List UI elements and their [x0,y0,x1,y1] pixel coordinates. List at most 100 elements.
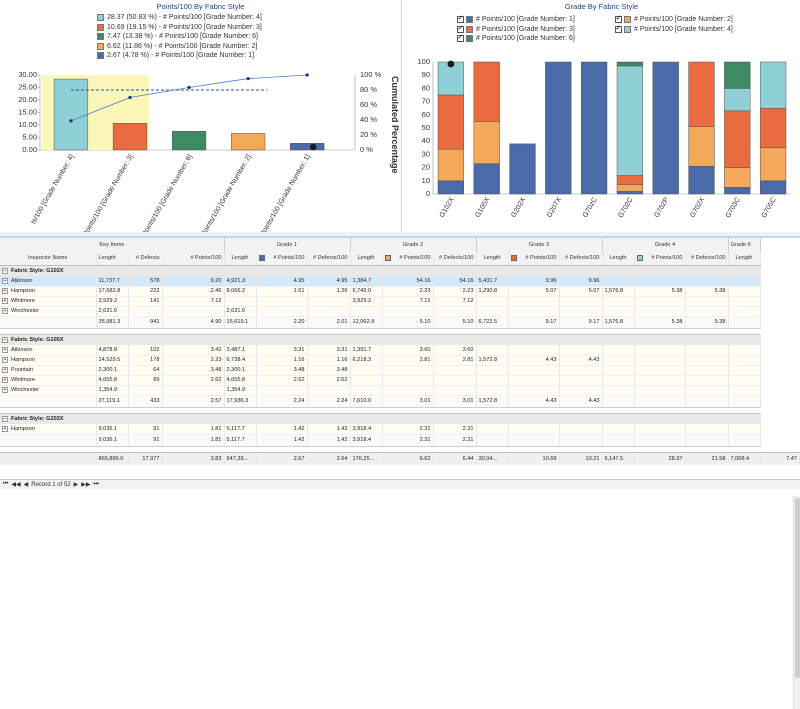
group-header-row[interactable]: − Fabric Style: G202X [0,412,800,424]
cumulative-point [246,76,250,81]
collapse-icon[interactable]: − [2,267,8,274]
summary-cell: 5.10 [382,315,434,329]
legend-label: 28.37 (50.83 %) - # Points/100 [Grade Nu… [107,14,262,22]
expand-icon[interactable]: + [2,277,8,284]
cell: 1,384.7 [350,276,383,287]
cell: 4,878.8 [96,345,129,356]
cell [685,365,729,376]
x-tick-label: G702X [689,196,706,219]
stacked-legend-item[interactable]: # Points/100 [Grade Number: 1] [457,14,615,25]
cell [685,296,729,307]
group-header-row[interactable]: − Fabric Style: G105X [0,333,800,345]
stacked-legend-item[interactable]: # Points/100 [Grade Number: 2] [615,14,765,25]
col-grade-defects[interactable]: # Defects/100 [685,252,729,266]
col-grade-length[interactable]: Length [476,252,509,266]
legend-label: # Points/100 [Grade Number: 3] [476,25,575,33]
table-row[interactable]: + Whitmore 4,055.8 89 2.62 4,055.8 2.62 2.62 [0,375,800,386]
next-record-icon[interactable]: ▶ [73,482,79,488]
cell [602,345,635,356]
table-row[interactable]: + Atkinson 11,737.7 578 9.20 4,921.3 4.95 4.95 1… [0,276,800,287]
cell: 17,682.8 [96,286,129,297]
total-cell: 647,39... [224,451,257,465]
first-record-icon[interactable]: ⏮ [3,481,9,487]
next-page-icon[interactable]: ▶▶ [81,482,91,488]
stacked-chart-panel: Grade By Fabric Style # Points/100 [Grad… [403,0,800,232]
cell [508,296,560,307]
prev-record-icon[interactable]: ◀ [23,482,29,488]
group-header[interactable]: − Fabric Style: G202X [0,412,761,424]
collapse-icon[interactable]: − [2,336,8,343]
total-cell: 28.37 [634,451,686,465]
col-grade-points[interactable]: # Points/100 [634,252,686,266]
splitter[interactable] [0,232,800,236]
expand-icon[interactable]: + [2,308,8,314]
col-points[interactable]: # Points/100 [162,252,225,266]
cell: 3.42 [162,345,225,356]
col-grade-defects[interactable]: # Defects/100 [559,252,603,266]
cell [685,276,729,287]
col-grade-length[interactable]: Length [224,252,257,266]
table-row[interactable]: + Winchester 1,354.9 1,354.9 [0,385,800,396]
stacked-legend-item[interactable]: # Points/100 [Grade Number: 4] [615,24,765,35]
col-defects[interactable]: # Defects [128,252,163,266]
band-grade-4: Grade 4 [602,238,729,252]
expand-icon[interactable]: + [2,367,8,373]
x-tick-label: G102X [439,196,456,219]
inspector-name: Atkinson [11,277,33,284]
col-grade-defects[interactable]: # Defects/100 [433,252,477,266]
legend-checkbox[interactable] [457,24,464,33]
legend-checkbox[interactable] [615,14,622,24]
col-grade-length[interactable]: Length [602,252,635,266]
col-grade-points[interactable]: # Points/100 [256,252,308,266]
expand-icon[interactable]: + [2,288,8,294]
expand-icon[interactable]: + [2,346,8,353]
table-row[interactable]: + Whitmore 3,929.2 141 7.12 3,929.2 7.12 7.12 [0,296,800,307]
legend-checkbox[interactable] [457,33,464,43]
inspector-name: Hampson [11,425,35,432]
col-grade-length[interactable]: Length [728,252,761,266]
col-grade-defects[interactable]: # Defects/100 [307,252,351,266]
table-row[interactable]: + Pountain 2,300.1 64 3.48 2,300.1 3.48 3.48 [0,365,800,376]
col-length[interactable]: Length [96,252,129,266]
legend-checkbox[interactable] [615,24,622,33]
collapse-icon[interactable]: − [2,415,8,422]
group-header[interactable]: − Fabric Style: G105X [0,333,761,345]
total-cell: 5,147.5 [602,451,635,465]
expand-icon[interactable]: + [2,357,8,363]
y-tick-label: 80 [422,83,430,92]
grade-swatch [384,255,391,262]
expand-icon[interactable]: + [2,425,8,432]
table-row[interactable]: + Hampson 9,036.1 91 1.81 5,117.7 1.42 1.42 3,91… [0,424,800,435]
summary-cell: 5.38 [685,315,729,329]
col-inspector-name[interactable]: Inspector Name [0,252,97,266]
col-grade-points[interactable]: # Points/100 [508,252,560,266]
last-record-icon[interactable]: ⏭ [93,481,99,487]
col-grade-length[interactable]: Length [350,252,383,266]
legend-checkbox[interactable] [457,14,464,24]
cell: 2.62 [256,375,308,386]
prev-page-icon[interactable]: ◀◀ [11,482,21,488]
vertical-scrollbar[interactable] [793,496,800,709]
table-row[interactable]: + Winchester 2,631.6 2,631.6 [0,306,800,317]
table-row[interactable]: + Hampson 14,529.5 178 2.23 6,738.4 1.16 1.16 6,… [0,355,800,366]
x-tick-label: # Points/100 [Grade Number: 2] [197,153,253,232]
y2-tick-label: 60 % [360,100,377,109]
table-row[interactable]: + Atkinson 4,878.8 102 3.42 3,487.1 3.31 3.31 1,… [0,345,800,356]
col-grade-points[interactable]: # Points/100 [382,252,434,266]
band-grade-1: Grade 1 [224,238,351,252]
cell [634,355,686,366]
cell [476,375,509,386]
stacked-legend-item[interactable]: # Points/100 [Grade Number: 3] [457,24,615,35]
group-gap [0,328,800,334]
group-header-row[interactable]: − Fabric Style: G102X [0,264,800,276]
expand-icon[interactable]: + [2,377,8,383]
total-cell: 6.44 [433,451,477,465]
expand-icon[interactable]: + [2,387,8,393]
group-header[interactable]: − Fabric Style: G102X [0,264,761,276]
table-row[interactable]: + Hampson 17,682.8 222 2.46 8,066.2 1.61 1.26 6,… [0,286,800,297]
cell: 2.62 [162,375,225,386]
stacked-legend-item[interactable]: # Points/100 [Grade Number: 6] [457,33,615,44]
stacked-bar-segment [724,110,751,168]
grade-swatch [510,255,517,262]
expand-icon[interactable]: + [2,298,8,304]
